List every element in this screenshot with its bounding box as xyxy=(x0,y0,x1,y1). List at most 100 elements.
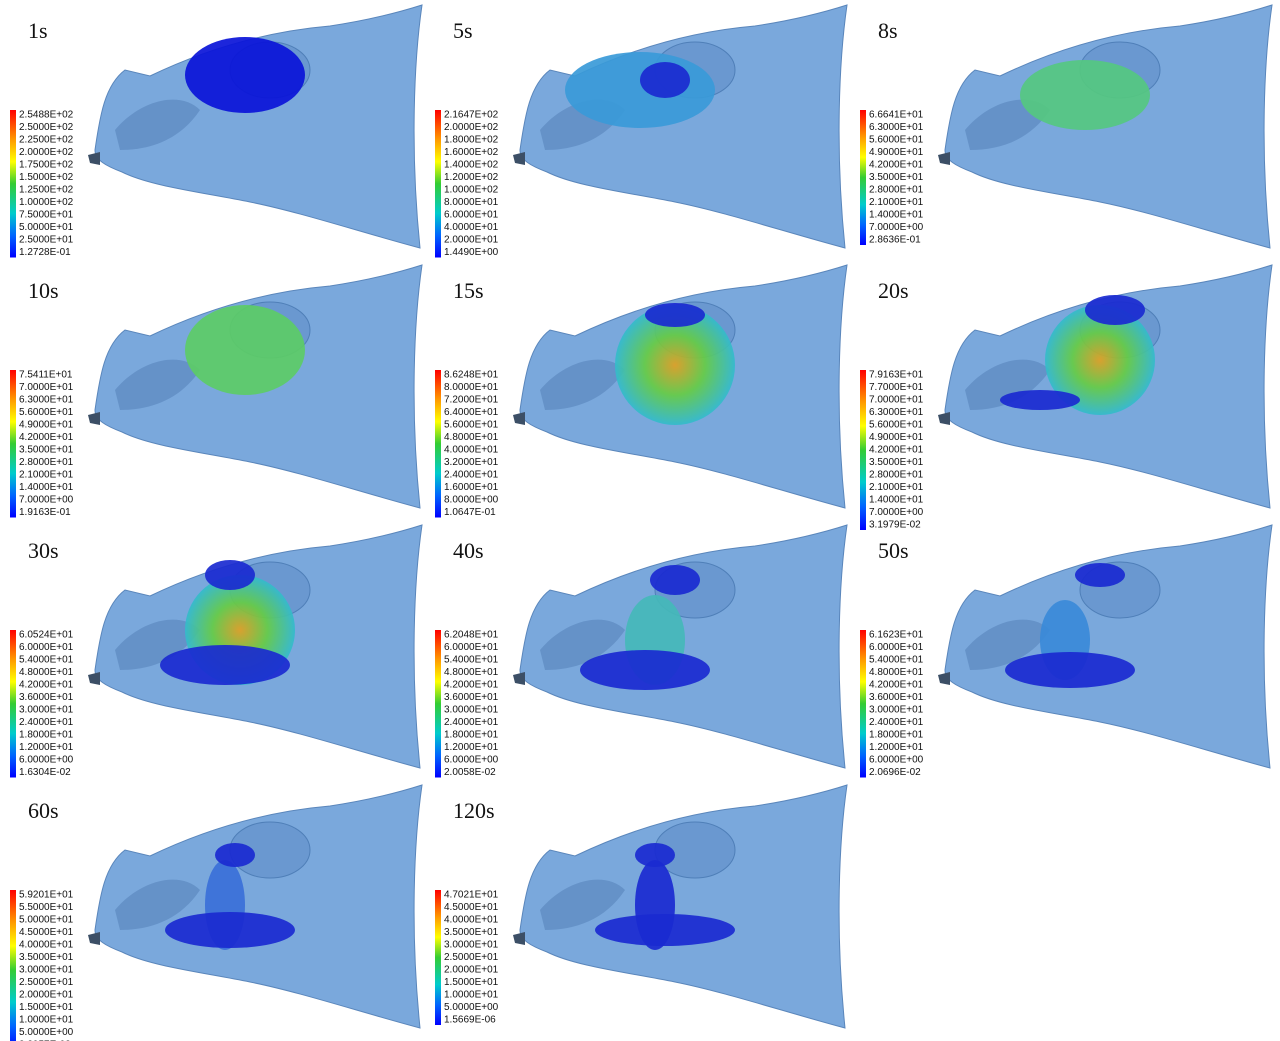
particle-cloud xyxy=(1085,295,1145,325)
legend-label: 7.0000E+00 xyxy=(869,222,924,233)
legend-label: 1.2728E-01 xyxy=(19,247,71,258)
legend-label: 2.0000E+01 xyxy=(444,965,499,976)
panel: 1s 2.5488E+022.5000E+02 2.2500E+022.0000E+… xyxy=(10,4,423,258)
nasal-shading xyxy=(115,359,200,410)
legend-label: 3.0000E+01 xyxy=(19,705,74,716)
legend-label: 2.0000E+02 xyxy=(444,122,499,133)
legend-label: 6.0000E+00 xyxy=(19,755,74,766)
legend-label: 5.4000E+01 xyxy=(19,655,74,666)
legend-colorbar xyxy=(435,110,441,258)
legend-label: 5.6000E+01 xyxy=(869,420,924,431)
legend-label: 5.0000E+00 xyxy=(444,1002,499,1013)
legend-label: 1.8000E+02 xyxy=(444,135,499,146)
legend-label: 7.7000E+01 xyxy=(869,382,924,393)
legend-label: 6.0000E+00 xyxy=(444,755,499,766)
legend-label: 3.6000E+01 xyxy=(19,692,74,703)
particle-cloud xyxy=(1000,390,1080,410)
legend-colorbar xyxy=(10,630,16,778)
legend-label: 2.4000E+01 xyxy=(869,717,924,728)
particle-cloud xyxy=(1045,305,1155,415)
legend-label: 4.5000E+01 xyxy=(19,927,74,938)
legend-label: 8.0000E+00 xyxy=(444,495,499,506)
legend-label: 2.0000E+01 xyxy=(444,235,499,246)
legend-label: 1.0000E+02 xyxy=(19,197,74,208)
legend-label: 2.4000E+01 xyxy=(444,470,499,481)
legend-colorbar xyxy=(435,630,441,778)
time-label: 40s xyxy=(453,538,484,563)
legend-label: 1.6304E-02 xyxy=(19,767,71,778)
legend-label: 3.5000E+01 xyxy=(19,445,74,456)
time-label: 20s xyxy=(878,278,909,303)
panel: 8s 6.6641E+016.3000E+01 5.6000E+014.9000E+… xyxy=(860,4,1273,249)
legend-label: 4.2000E+01 xyxy=(869,445,924,456)
time-label: 1s xyxy=(28,18,48,43)
legend-label: 6.6641E+01 xyxy=(869,110,924,121)
legend-label: 4.0000E+01 xyxy=(444,915,499,926)
panel: 40s 6.2048E+016.0000E+01 5.4000E+014.8000E… xyxy=(435,524,848,778)
legend-label: 1.6000E+01 xyxy=(444,482,499,493)
legend-label: 1.6000E+02 xyxy=(444,147,499,158)
legend-label: 6.1623E+01 xyxy=(869,630,924,641)
legend-label: 6.3000E+01 xyxy=(869,122,924,133)
particle-cloud xyxy=(205,560,255,590)
nasal-shading xyxy=(115,619,200,670)
legend-label: 7.0000E+01 xyxy=(19,382,74,393)
time-label: 120s xyxy=(453,798,495,823)
legend-label: 5.5000E+01 xyxy=(19,902,74,913)
legend-label: 1.2000E+01 xyxy=(444,742,499,753)
legend-label: 5.0000E+00 xyxy=(19,1027,74,1038)
legend-label: 2.5488E+02 xyxy=(19,110,74,121)
legend-colorbar xyxy=(10,890,16,1041)
time-label: 30s xyxy=(28,538,59,563)
particle-cloud xyxy=(1075,563,1125,587)
legend-label: 6.2048E+01 xyxy=(444,630,499,641)
legend-label: 4.2000E+01 xyxy=(444,680,499,691)
legend-label: 1.9163E-01 xyxy=(19,507,71,518)
nostril xyxy=(513,412,525,425)
legend-label: 5.4000E+01 xyxy=(444,655,499,666)
legend-label: 4.2000E+01 xyxy=(869,160,924,171)
panel: 10s 7.5411E+017.0000E+01 6.3000E+015.6000E… xyxy=(10,264,423,518)
legend-label: 4.8000E+01 xyxy=(19,667,74,678)
legend-label: 6.0524E+01 xyxy=(19,630,74,641)
legend-label: 2.1000E+01 xyxy=(869,197,924,208)
legend-label: 4.0000E+01 xyxy=(444,445,499,456)
panel: 120s 4.7021E+014.5000E+01 4.0000E+013.5000… xyxy=(435,784,848,1029)
legend-colorbar xyxy=(10,370,16,518)
legend-label: 4.9000E+01 xyxy=(869,147,924,158)
nasal-shading xyxy=(540,619,625,670)
legend-label: 2.0000E+01 xyxy=(19,990,74,1001)
legend-label: 5.6000E+01 xyxy=(869,135,924,146)
legend-colorbar xyxy=(435,370,441,518)
nasal-surface xyxy=(94,4,423,249)
legend-label: 7.9163E+01 xyxy=(869,370,924,381)
particle-cloud xyxy=(565,52,715,128)
particle-cloud xyxy=(595,914,735,946)
legend-label: 5.0000E+01 xyxy=(19,915,74,926)
legend-label: 7.5411E+01 xyxy=(19,370,73,381)
legend-label: 6.3000E+01 xyxy=(869,407,924,418)
legend-label: 1.8000E+01 xyxy=(869,730,924,741)
legend-label: 1.4490E+00 xyxy=(444,247,499,258)
legend-label: 8.6248E+01 xyxy=(444,370,499,381)
legend-label: 1.2000E+02 xyxy=(444,172,499,183)
legend-label: 3.0000E+01 xyxy=(19,965,74,976)
legend-label: 1.5669E-06 xyxy=(444,1015,496,1026)
nostril xyxy=(88,932,100,945)
legend-label: 1.4000E+01 xyxy=(19,482,74,493)
legend-label: 1.2500E+02 xyxy=(19,185,74,196)
legend-label: 3.2000E+01 xyxy=(444,457,499,468)
particle-cloud xyxy=(650,565,700,595)
nasal-shading xyxy=(965,359,1050,410)
legend-label: 3.5000E+01 xyxy=(19,952,74,963)
legend-label: 4.8000E+01 xyxy=(444,432,499,443)
legend-label: 4.0000E+01 xyxy=(19,940,74,951)
legend-label: 3.6000E+01 xyxy=(869,692,924,703)
legend-label: 6.0000E+01 xyxy=(444,642,499,653)
nostril xyxy=(513,672,525,685)
legend-colorbar xyxy=(860,110,866,245)
legend-label: 1.5000E+01 xyxy=(19,1002,74,1013)
legend-label: 5.6000E+01 xyxy=(444,420,499,431)
nasal-shading xyxy=(115,99,200,150)
legend-label: 1.4000E+01 xyxy=(869,495,924,506)
